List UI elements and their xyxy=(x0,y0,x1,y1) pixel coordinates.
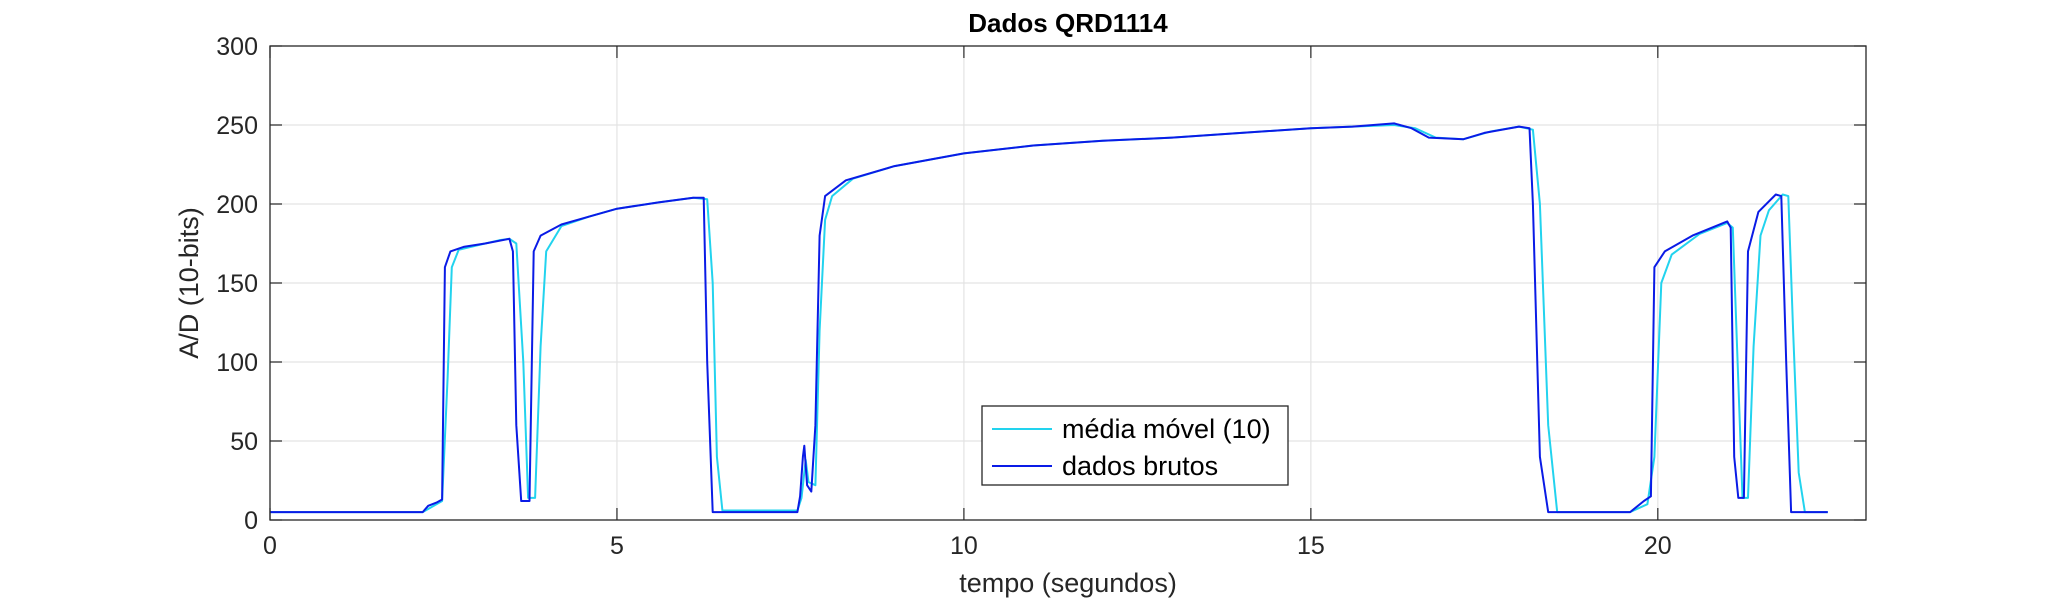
y-tick-label: 300 xyxy=(216,33,258,61)
y-tick-label: 50 xyxy=(230,428,258,456)
chart-title: Dados QRD1114 xyxy=(968,8,1168,38)
x-tick-label: 0 xyxy=(263,532,277,560)
legend: média móvel (10) dados brutos xyxy=(981,405,1289,486)
x-tick-label: 15 xyxy=(1297,532,1325,560)
legend-label-moving-average: média móvel (10) xyxy=(1062,414,1271,444)
series-line-raw-data xyxy=(270,122,1828,514)
x-tick-label: 5 xyxy=(610,532,624,560)
y-tick-label: 0 xyxy=(244,507,258,535)
series-group xyxy=(270,122,1828,514)
grid xyxy=(270,46,1866,520)
legend-box xyxy=(981,405,1289,486)
x-tick-label: 20 xyxy=(1644,532,1672,560)
y-tick-label: 200 xyxy=(216,191,258,219)
y-tick-label: 250 xyxy=(216,112,258,140)
legend-label-raw-data: dados brutos xyxy=(1062,451,1218,481)
y-tick-label: 150 xyxy=(216,270,258,298)
axes-box xyxy=(269,45,1867,521)
x-tick-label: 10 xyxy=(950,532,978,560)
y-axis-label: A/D (10-bits) xyxy=(174,207,204,359)
x-axis-label: tempo (segundos) xyxy=(959,568,1177,598)
y-tick-label: 100 xyxy=(216,349,258,377)
